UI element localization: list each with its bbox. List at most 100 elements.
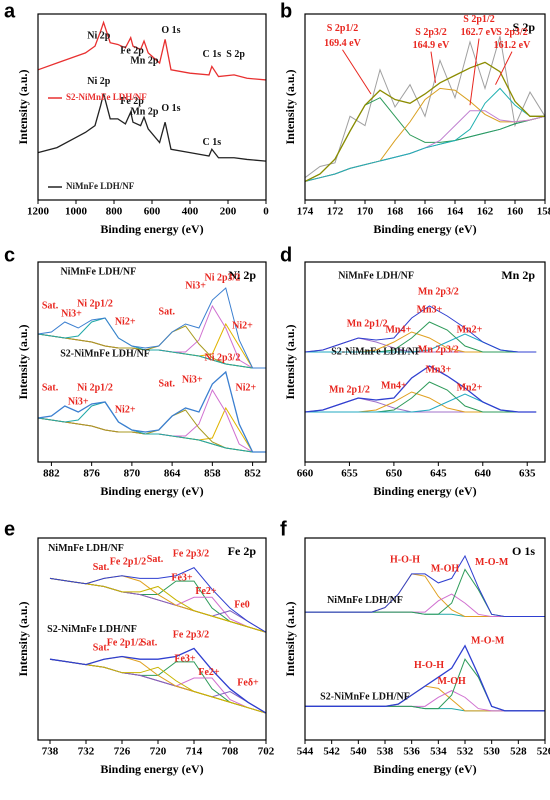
annotation: Sat. — [159, 306, 176, 317]
annotation: M-OH — [438, 676, 467, 687]
panel-letter: e — [4, 518, 15, 540]
annotation-arrow — [495, 51, 513, 85]
x-axis-label: Binding energy (eV) — [100, 762, 203, 776]
x-tick-label: 540 — [350, 746, 367, 758]
x-tick-label: 702 — [258, 746, 275, 758]
annotation: Ni2+ — [115, 316, 136, 327]
spectrum-line — [49, 647, 267, 714]
annotation: Fe3+ — [171, 573, 193, 584]
x-tick-label: 882 — [43, 468, 60, 480]
annotation: S2-NiMnFe LDH/NF — [320, 692, 410, 703]
annotation: NiMnFe LDH/NF — [327, 595, 403, 606]
annotation-arrow — [430, 51, 436, 83]
x-tick-label: 534 — [430, 746, 447, 758]
x-axis-label: Binding energy (eV) — [100, 484, 203, 498]
spectrum-line — [37, 20, 267, 81]
spectrum-line — [304, 365, 537, 413]
annotation: S 2p3/2 — [415, 27, 446, 38]
annotation: Ni 2p — [87, 76, 111, 87]
annotation: Fe2+ — [195, 586, 217, 597]
legend-label: S2-NiMnFe LDH/NF — [66, 92, 147, 102]
x-tick-label: 166 — [417, 206, 434, 218]
y-axis-label: Intensity (a.u.) — [16, 324, 30, 399]
spectrum-line — [37, 406, 266, 453]
panel-letter: c — [4, 244, 15, 266]
x-tick-label: 714 — [186, 746, 203, 758]
annotation: Fe0 — [234, 600, 250, 611]
spectrum-line — [305, 393, 537, 413]
annotation: Mn4+ — [385, 324, 411, 335]
annotation: Mn 2p — [130, 56, 159, 67]
spectrum-line — [37, 370, 266, 453]
x-tick-label: 876 — [83, 468, 100, 480]
x-tick-label: 645 — [430, 468, 447, 480]
spectrum-line — [304, 110, 546, 182]
annotation-arrow — [342, 49, 372, 95]
annotation: S2-NiMnFe LDH/NF — [331, 346, 421, 357]
x-tick-label: 650 — [386, 468, 403, 480]
annotation: Fe 2p3/2 — [173, 548, 209, 559]
annotation: S2-NiMnFe LDH/NF — [47, 624, 137, 635]
annotation: NiMnFe LDH/NF — [60, 266, 136, 277]
x-tick-label: 1200 — [27, 206, 50, 218]
x-tick-label: 170 — [357, 206, 374, 218]
x-tick-label: 526 — [537, 746, 550, 758]
annotation: 164.9 eV — [413, 40, 450, 51]
x-tick-label: 858 — [204, 468, 221, 480]
annotation: Mn2+ — [457, 324, 483, 335]
x-tick-label: 660 — [297, 468, 314, 480]
spectrum-line — [37, 287, 266, 369]
panel-letter: f — [280, 518, 287, 540]
panel-title: Ni 2p — [228, 268, 256, 282]
annotation: Ni2+ — [115, 404, 136, 415]
x-tick-label: 530 — [483, 746, 500, 758]
annotation: M-O-M — [475, 557, 509, 568]
plot-frame — [37, 537, 267, 741]
spectrum-line — [49, 567, 267, 633]
panel: e 738 732 726 720 714 708 702 Binding energy (eV… — [4, 518, 275, 775]
annotation: Mn 2p1/2 — [347, 318, 388, 329]
y-axis-label: Intensity (a.u.) — [283, 601, 297, 676]
annotation: Sat. — [42, 300, 59, 311]
annotation: Feδ+ — [237, 678, 259, 689]
annotation: S2-NiMnFe LDH/NF — [60, 348, 150, 359]
x-tick-label: 738 — [42, 746, 59, 758]
spectrum-line — [37, 93, 267, 162]
annotation: Sat. — [147, 554, 164, 565]
annotation: Ni3+ — [61, 308, 82, 319]
spectrum-line — [49, 658, 267, 714]
annotation: Sat. — [93, 643, 110, 654]
annotation: Mn3+ — [425, 364, 451, 375]
x-tick-label: 0 — [263, 206, 269, 218]
x-tick-label: 200 — [220, 206, 237, 218]
plot-frame — [304, 537, 546, 741]
x-tick-label: 600 — [144, 206, 161, 218]
x-tick-label: 542 — [323, 746, 340, 758]
annotation: C 1s — [203, 137, 222, 148]
spectrum-line — [305, 644, 545, 712]
plot-frame — [37, 261, 267, 463]
x-tick-label: 400 — [182, 206, 199, 218]
annotation: Sat. — [159, 378, 176, 389]
spectrum-line — [304, 97, 546, 182]
annotation: Ni2+ — [236, 382, 257, 393]
annotation: Mn4+ — [381, 380, 407, 391]
annotation: Mn 2p — [130, 106, 159, 117]
panel-letter: b — [280, 0, 292, 22]
panel-letter: a — [4, 0, 16, 22]
panel: f 544 542 540 538 536 534 532 530 528 526 Binding e… — [280, 518, 550, 775]
annotation: Mn 2p3/2 — [418, 344, 459, 355]
x-tick-label: 800 — [106, 206, 123, 218]
annotation: NiMnFe LDH/NF — [338, 270, 414, 281]
x-tick-label: 162 — [477, 206, 494, 218]
annotation: M-OH — [431, 564, 460, 575]
x-tick-label: 174 — [297, 206, 314, 218]
annotation: Sat. — [42, 382, 59, 393]
spectrum-line — [37, 401, 266, 453]
spectrum-line — [305, 554, 545, 618]
annotation: Fe 2p3/2 — [173, 629, 209, 640]
x-tick-label: 635 — [519, 468, 536, 480]
x-axis-label: Binding energy (eV) — [373, 762, 476, 776]
panel: d 660 655 650 645 640 635 Binding energy (eV) In… — [280, 244, 546, 498]
annotation: 169.4 eV — [324, 38, 361, 49]
